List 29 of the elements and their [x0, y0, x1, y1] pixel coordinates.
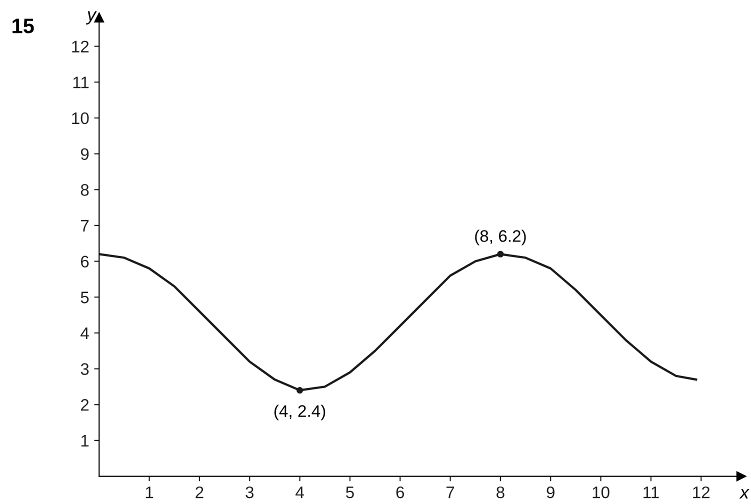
x-tick-label: 11: [644, 486, 659, 498]
y-tick-label: 11: [73, 76, 89, 88]
x-tick-label: 12: [693, 486, 710, 498]
y-axis-title: y: [86, 11, 97, 25]
x-tick-label: 7: [446, 486, 454, 498]
x-tick-label: 10: [592, 486, 610, 498]
y-tick-label: 1: [81, 435, 89, 446]
y-tick-label: 6: [80, 256, 89, 268]
x-tick-label: 5: [346, 486, 354, 498]
annotation: (8, 6.2): [475, 230, 526, 246]
y-tick-label: 9: [80, 148, 89, 160]
x-axis-title: x: [739, 489, 750, 499]
x-tick-label: 9: [546, 486, 554, 498]
y-tick-label: 3: [80, 363, 89, 375]
y-tick-label: 5: [80, 292, 89, 304]
text: 15: [12, 18, 34, 34]
x-tick-label: 1: [146, 486, 154, 498]
x-tick-label: 6: [396, 486, 404, 498]
annotation: (4, 2.4): [274, 404, 326, 420]
y-tick-label: 10: [72, 112, 89, 124]
x-tick-label: 4: [296, 486, 304, 498]
x-tick-label: 3: [246, 486, 254, 498]
x-tick-label: 2: [196, 486, 204, 498]
x-tick-label: 8: [496, 486, 504, 498]
y-tick-label: 8: [80, 184, 89, 196]
y-tick-label: 4: [80, 328, 89, 339]
y-tick-label: 2: [80, 399, 89, 411]
y-tick-label: 12: [72, 40, 89, 52]
y-tick-label: 7: [80, 220, 89, 232]
